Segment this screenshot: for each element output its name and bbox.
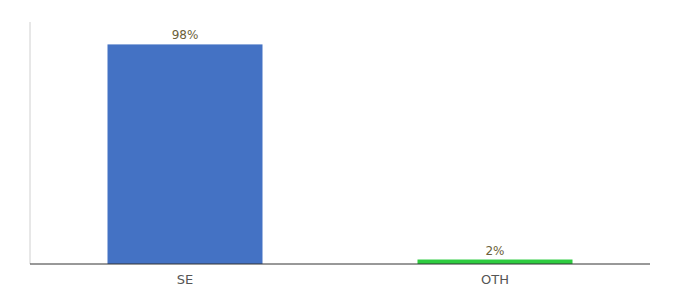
- bar: [108, 44, 263, 264]
- data-label: 98%: [172, 28, 199, 42]
- bars: [108, 44, 573, 264]
- chart-container: 98% 2% SE OTH: [0, 0, 680, 300]
- x-axis-line: [30, 264, 650, 265]
- x-tick-label: SE: [177, 272, 193, 287]
- data-label: 2%: [485, 244, 504, 258]
- chart-svg: 98% 2% SE OTH: [0, 0, 680, 300]
- x-tick-label: OTH: [481, 272, 509, 287]
- y-axis-line: [30, 22, 31, 264]
- bar: [418, 260, 573, 264]
